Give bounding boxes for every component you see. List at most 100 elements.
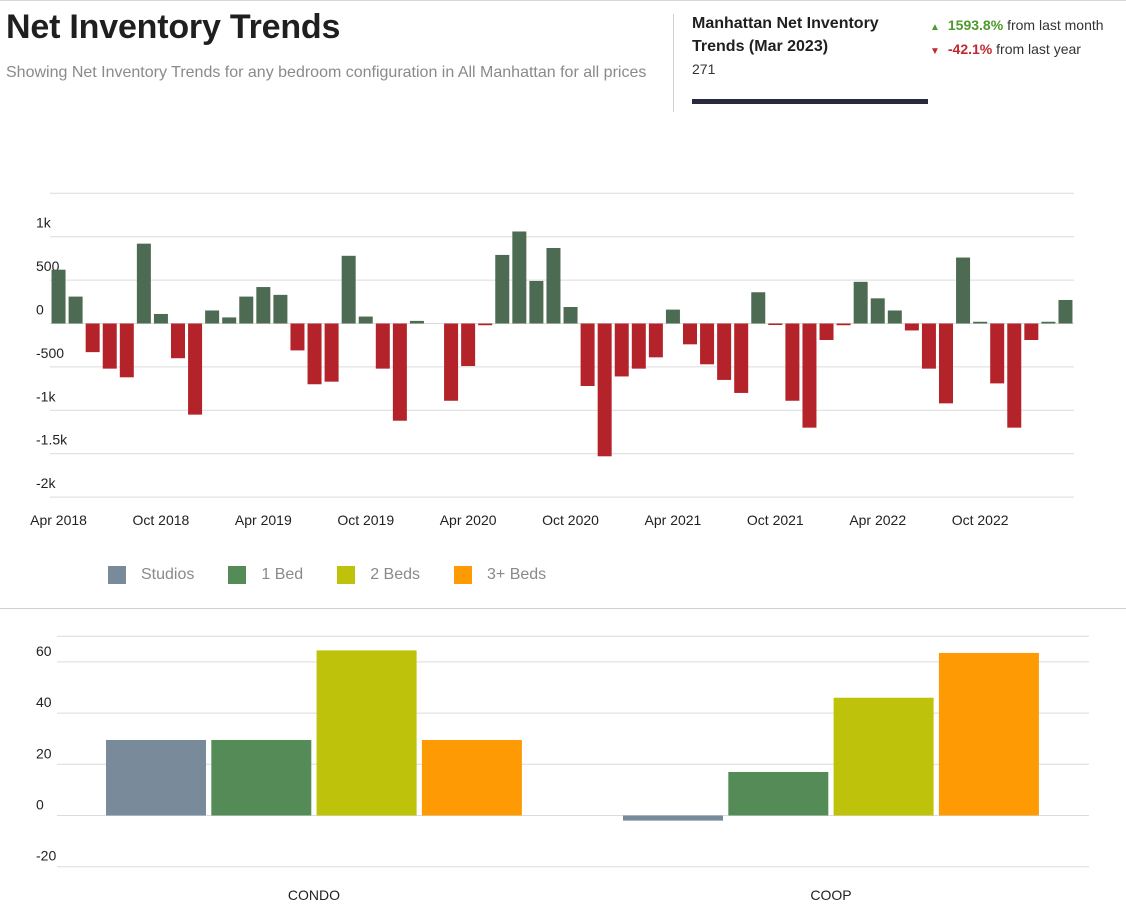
bar — [904, 323, 919, 331]
bar — [700, 323, 715, 365]
bar — [51, 269, 66, 324]
legend-swatch-2-beds — [337, 566, 356, 584]
bar — [85, 323, 100, 353]
bar — [478, 323, 493, 326]
bar — [683, 323, 697, 345]
bar — [1058, 299, 1073, 324]
bar — [802, 323, 817, 428]
legend-item-studios[interactable]: Studios — [108, 566, 194, 584]
x-tick-label: Oct 2020 — [542, 512, 599, 528]
legend-swatch-3-plus-beds — [454, 566, 472, 584]
bar — [461, 323, 476, 367]
x-tick-label: Oct 2021 — [747, 512, 804, 528]
bar — [1007, 323, 1022, 428]
x-tick-label: Apr 2021 — [645, 512, 702, 528]
bar — [358, 316, 373, 324]
bar — [623, 815, 723, 821]
y-tick-label: 0 — [36, 302, 44, 318]
bar — [1024, 323, 1039, 340]
legend-label-2-beds: 2 Beds — [370, 566, 420, 583]
bar — [648, 323, 663, 358]
bar — [512, 231, 527, 324]
bar — [211, 739, 312, 816]
bar — [836, 323, 851, 326]
stat-underline-bar — [692, 99, 928, 104]
legend-label-studios: Studios — [141, 566, 195, 583]
y-tick-label: 1k — [36, 215, 52, 231]
bar — [205, 310, 220, 324]
bar — [785, 323, 800, 401]
bar — [938, 652, 1039, 816]
bar — [256, 287, 271, 324]
triangle-down-icon: ▼ — [930, 46, 940, 57]
y-tick-label: 40 — [36, 694, 52, 710]
legend-swatch-studios — [108, 566, 126, 584]
bar — [728, 771, 829, 816]
bar — [421, 739, 522, 816]
bar — [717, 323, 732, 380]
bar — [153, 313, 168, 324]
bar — [409, 320, 424, 324]
bar — [316, 650, 417, 816]
page-title: Net Inventory Trends — [6, 8, 341, 46]
year-change-label: from last year — [996, 41, 1081, 57]
x-tick-label: Apr 2018 — [30, 512, 87, 528]
bar — [1041, 321, 1056, 324]
month-change-label: from last month — [1007, 17, 1104, 33]
section-separator — [0, 608, 1126, 609]
bar — [734, 323, 749, 393]
bar — [833, 697, 934, 816]
triangle-up-icon: ▲ — [930, 22, 940, 33]
bar — [956, 257, 971, 324]
legend-item-2-beds[interactable]: 2 Beds — [337, 566, 420, 584]
bar — [751, 292, 766, 324]
x-tick-label: Apr 2019 — [235, 512, 292, 528]
bar — [307, 323, 322, 385]
bar — [119, 323, 134, 378]
x-tick-label: Oct 2019 — [337, 512, 394, 528]
y-tick-label: -20 — [36, 848, 56, 864]
x-tick-label: Oct 2018 — [133, 512, 190, 528]
stat-heading: Manhattan Net Inventory Trends (Mar 2023… — [692, 15, 879, 55]
y-tick-label: 0 — [36, 797, 44, 813]
bar — [188, 323, 203, 415]
bar — [375, 323, 390, 369]
bar — [68, 296, 83, 324]
x-tick-label: Apr 2020 — [440, 512, 497, 528]
bar — [939, 323, 953, 404]
bar — [273, 294, 288, 324]
page-subtitle: Showing Net Inventory Trends for any bed… — [6, 64, 647, 81]
legend-item-1-bed[interactable]: 1 Bed — [228, 566, 303, 584]
y-tick-label: 20 — [36, 745, 52, 761]
bar — [324, 323, 339, 382]
x-tick-label: Apr 2022 — [849, 512, 906, 528]
y-tick-label: -500 — [36, 345, 64, 361]
bar — [529, 280, 544, 324]
bar — [136, 243, 151, 324]
bar — [580, 323, 595, 386]
bar — [921, 323, 936, 369]
bar — [171, 323, 185, 359]
category-label: COOP — [810, 887, 851, 903]
legend-item-3-plus-beds[interactable]: 3+ Beds — [454, 566, 546, 584]
legend-label-3-plus-beds: 3+ Beds — [487, 566, 547, 583]
bar — [341, 255, 356, 324]
stat-divider — [673, 14, 674, 112]
bar — [239, 296, 254, 324]
bar — [444, 323, 459, 401]
legend-swatch-1-bed — [228, 566, 247, 584]
bar — [870, 298, 885, 324]
bar — [563, 307, 578, 324]
bar — [102, 323, 117, 369]
bar — [290, 323, 305, 351]
stat-value: 271 — [692, 61, 716, 77]
bar — [631, 323, 646, 369]
month-change-value: 1593.8% — [947, 17, 1004, 33]
bar — [392, 323, 407, 421]
chart-legend: Studios 1 Bed 2 Beds 3+ Beds — [108, 563, 580, 587]
bar — [495, 254, 510, 324]
legend-label-1-bed: 1 Bed — [261, 566, 304, 583]
bar — [546, 247, 561, 324]
